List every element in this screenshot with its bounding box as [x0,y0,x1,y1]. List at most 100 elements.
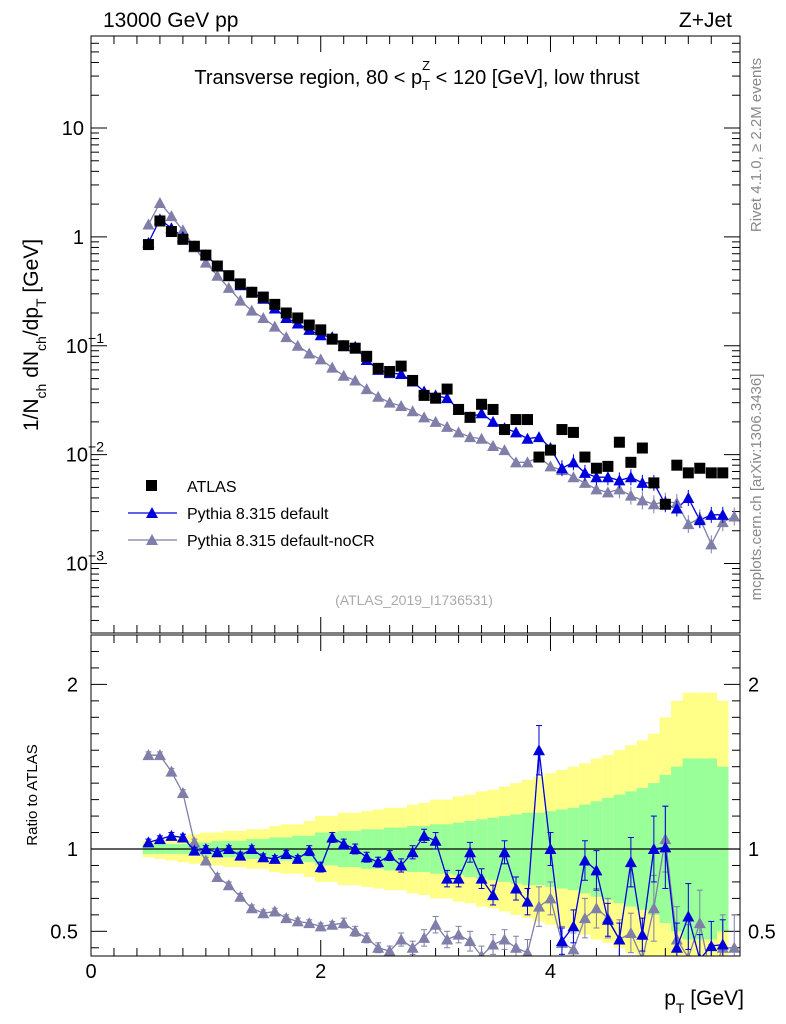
marker-default [555,462,568,474]
ratio-marker-default [532,744,545,756]
rivet-label: Rivet 4.1.0, ≥ 2.2M events [748,58,765,232]
ratio-marker-nocr [406,941,419,953]
ratio-marker-default [647,843,660,854]
ratio-marker-default [475,872,488,884]
ratio-marker-default [326,831,339,843]
ratio-marker-nocr [693,917,706,929]
ratio-marker-default [234,849,247,861]
ratio-marker-nocr [349,925,362,937]
ratio-marker-default [452,872,465,884]
marker-default [613,474,626,486]
ratio-y-axis-label: Ratio to ATLAS [24,744,41,845]
marker-atlas [510,414,522,426]
marker-default [636,476,649,488]
ratio-marker-default [636,928,649,940]
ratio-marker-default [601,913,614,925]
ratio-marker-nocr [705,971,717,982]
marker-nocr [728,510,740,522]
ratio-marker-nocr [464,935,477,947]
marker-atlas [487,403,499,415]
ratio-marker-default [716,938,729,950]
ratio-marker-default [498,846,511,858]
ratio-marker-nocr [510,941,523,953]
energy-label: 13000 GeV pp [103,9,238,32]
marker-nocr [452,426,465,438]
y-tick-label: 10−1 [66,330,104,358]
ratio-marker-default [303,844,316,856]
marker-atlas [303,319,315,331]
ratio-y-tick-label-left: 0.5 [50,921,78,943]
marker-nocr [268,320,281,332]
marker-atlas [613,436,625,448]
marker-nocr [464,431,477,443]
ratio-marker-nocr [303,917,316,929]
analysis-watermark: (ATLAS_2019_I1736531) [335,592,493,608]
marker-default [441,392,454,404]
ratio-marker-nocr [640,953,644,956]
marker-nocr [682,518,695,530]
marker-default [716,508,729,520]
marker-default [567,456,580,468]
plot-title: Transverse region, 80 < pZ T < 120 [GeV],… [194,58,640,93]
marker-atlas [395,360,407,372]
marker-nocr [567,471,580,483]
marker-nocr [510,456,523,468]
marker-atlas [717,467,729,479]
marker-atlas [590,462,602,474]
ratio-marker-nocr [153,749,166,761]
marker-default [395,368,408,380]
marker-default [521,432,534,444]
marker-nocr [590,483,603,495]
x-axis-label: pT [GeV] [664,987,744,1016]
ratio-marker-nocr [418,931,431,943]
marker-atlas [602,460,614,472]
ratio-marker-nocr [383,945,396,956]
series-line-default [147,218,723,522]
marker-default [475,407,488,419]
main-plot-ticks: 10 1 10−1 10−2 10−3 [62,35,740,633]
marker-atlas [384,366,396,378]
marker-atlas [177,233,189,245]
marker-atlas [338,340,350,352]
marker-atlas [154,215,166,227]
ratio-marker-nocr [532,900,545,912]
marker-atlas [453,403,465,415]
marker-nocr [153,196,166,208]
marker-atlas [200,249,212,261]
ratio-y-tick-label-right: 1 [748,839,759,861]
marker-nocr [406,405,419,417]
marker-atlas [625,456,637,468]
ratio-marker-nocr [372,941,385,953]
ratio-marker-default [567,920,580,932]
marker-atlas [361,350,373,362]
ratio-marker-nocr [268,905,281,917]
ratio-marker-nocr [624,926,637,938]
ratio-marker-default [314,861,327,873]
ratio-marker-nocr [590,902,603,914]
marker-atlas [326,333,338,345]
marker-nocr [705,538,718,550]
marker-default [532,431,545,443]
ratio-marker-default [521,895,534,907]
legend-label-atlas: ATLAS [187,479,237,496]
marker-atlas [499,424,511,436]
marker-atlas [705,467,717,479]
legend-label-default: Pythia 8.315 default [187,506,329,523]
marker-nocr [165,210,178,222]
main-plot-panel: 10 1 10−1 10−2 10−3 Transverse region, 80 < … [20,35,741,634]
legend-marker-default [146,507,158,518]
marker-nocr [142,218,155,230]
marker-atlas [694,462,706,474]
marker-atlas [671,459,683,471]
ratio-marker-default [590,864,603,876]
ratio-marker-default [291,852,304,864]
ratio-marker-nocr [395,933,408,945]
ratio-marker-default [418,829,431,841]
legend-marker-nocr [146,534,158,545]
legend-label-nocr: Pythia 8.315 default-noCR [187,533,375,550]
y-tick-label: 10 [62,118,84,140]
marker-nocr [349,374,362,386]
ratio-marker-default [705,940,718,952]
ratio-marker-nocr [314,920,327,932]
